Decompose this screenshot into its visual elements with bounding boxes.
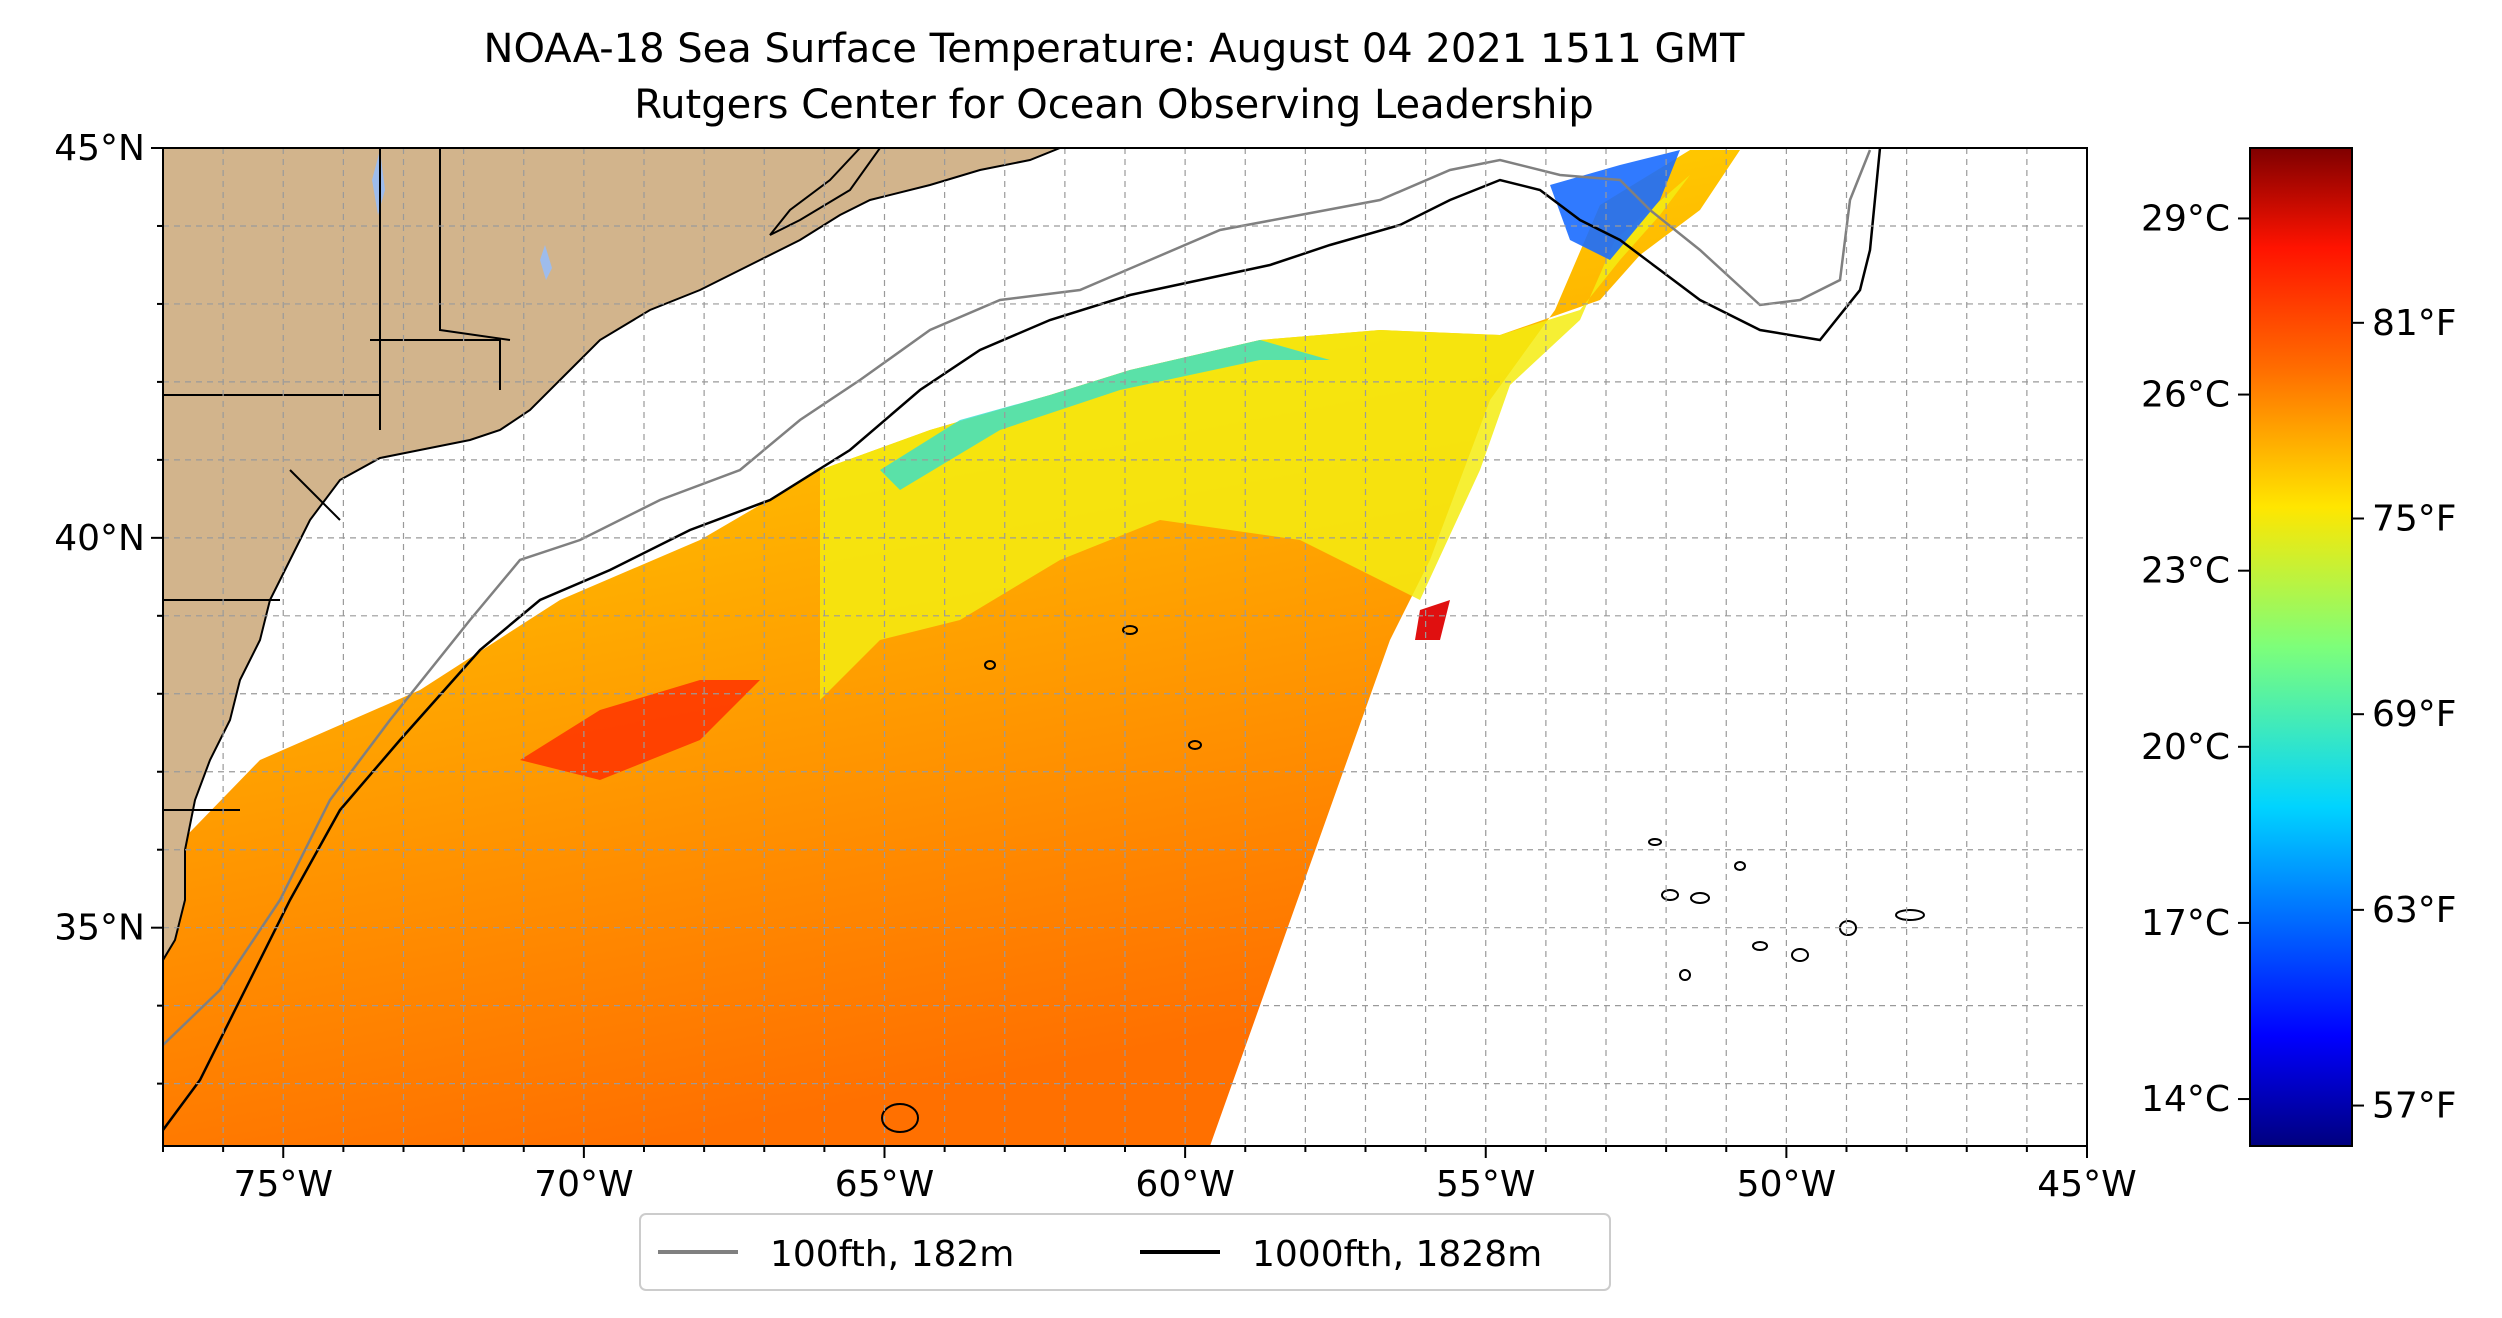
legend-label-100fth: 100fth, 182m xyxy=(770,1234,1014,1275)
seamount-13 xyxy=(1188,740,1202,750)
state-line-4 xyxy=(370,339,501,390)
seamount-5 xyxy=(1679,969,1691,981)
colorbar-gradient xyxy=(2249,147,2353,1147)
sst-swath xyxy=(163,148,1740,1146)
colorbar-celsius-axis: 14°C 17°C 20°C 23°C 26°C 29°C xyxy=(2141,198,2250,1120)
seamount-12 xyxy=(984,660,996,670)
celsius-tick-label: 23°C xyxy=(2141,551,2230,592)
x-axis: 75°W 70°W 65°W 60°W 55°W 50°W 45°W xyxy=(162,1146,2137,1205)
legend-label-1000fth: 1000fth, 1828m xyxy=(1252,1234,1542,1275)
lakes xyxy=(372,150,552,280)
celsius-tick-label: 29°C xyxy=(2141,198,2230,239)
x-tick-label: 60°W xyxy=(1135,1164,1234,1205)
seamount-2 xyxy=(1661,889,1679,901)
seamount-7 xyxy=(1791,948,1809,962)
legend-box xyxy=(639,1213,1611,1291)
fahrenheit-tick-label: 75°F xyxy=(2372,498,2457,539)
y-axis: 45°N 40°N 35°N xyxy=(54,128,163,1085)
x-tick-label: 65°W xyxy=(835,1164,934,1205)
fahrenheit-tick-label: 63°F xyxy=(2372,890,2457,931)
fahrenheit-tick-label: 81°F xyxy=(2372,303,2457,344)
y-tick-label: 35°N xyxy=(54,908,145,949)
seamount-4 xyxy=(1734,861,1746,871)
map-panel xyxy=(163,148,2087,1146)
seamount-6 xyxy=(1752,941,1768,951)
sst-red-patch-east xyxy=(1415,600,1450,640)
y-tick-label: 45°N xyxy=(54,128,145,169)
seamount-10 xyxy=(881,1103,919,1133)
contour-1000fth xyxy=(163,148,1882,1131)
colorbar-fahrenheit-axis: 57°F 63°F 69°F 75°F 81°F xyxy=(2352,303,2457,1127)
x-tick-label: 50°W xyxy=(1737,1164,1836,1205)
gridlines xyxy=(163,148,2087,1146)
x-tick-label: 45°W xyxy=(2037,1164,2136,1205)
sst-cool-edge xyxy=(880,340,1330,490)
state-boundaries xyxy=(163,148,511,811)
colorbar: 14°C 17°C 20°C 23°C 26°C 29°C 57°F 63°F 69°F 75°… xyxy=(2141,147,2457,1147)
celsius-tick-label: 17°C xyxy=(2141,903,2230,944)
y-tick-label: 40°N xyxy=(54,518,145,559)
x-tick-label: 70°W xyxy=(534,1164,633,1205)
state-line-2 xyxy=(439,148,511,341)
lake-2 xyxy=(540,245,552,280)
seamount-9 xyxy=(1895,909,1925,921)
north-america-land xyxy=(163,148,1061,962)
legend: 100fth, 182m 1000fth, 1828m xyxy=(639,1213,1611,1291)
state-line-7 xyxy=(289,469,341,521)
lake-1 xyxy=(372,150,385,215)
seamount-1 xyxy=(1648,838,1662,846)
celsius-tick-label: 14°C xyxy=(2141,1079,2230,1120)
title-line-2: Rutgers Center for Ocean Observing Leade… xyxy=(634,82,1594,128)
contour-100fth xyxy=(163,149,1872,1046)
sst-yellow-band xyxy=(820,175,1690,700)
nova-scotia-land xyxy=(769,148,882,236)
x-tick-label: 75°W xyxy=(234,1164,333,1205)
sst-gulf-stream-red xyxy=(520,680,760,780)
fahrenheit-tick-label: 69°F xyxy=(2372,694,2457,735)
land xyxy=(163,148,1061,962)
x-tick-label: 55°W xyxy=(1436,1164,1535,1205)
fahrenheit-tick-label: 57°F xyxy=(2372,1086,2457,1127)
bathymetry-contours xyxy=(163,148,1925,1133)
seamount-3 xyxy=(1690,892,1710,904)
celsius-tick-label: 26°C xyxy=(2141,375,2230,416)
title-line-1: NOAA-18 Sea Surface Temperature: August … xyxy=(484,26,1745,72)
seamount-11 xyxy=(1122,625,1138,635)
celsius-tick-label: 20°C xyxy=(2141,727,2230,768)
